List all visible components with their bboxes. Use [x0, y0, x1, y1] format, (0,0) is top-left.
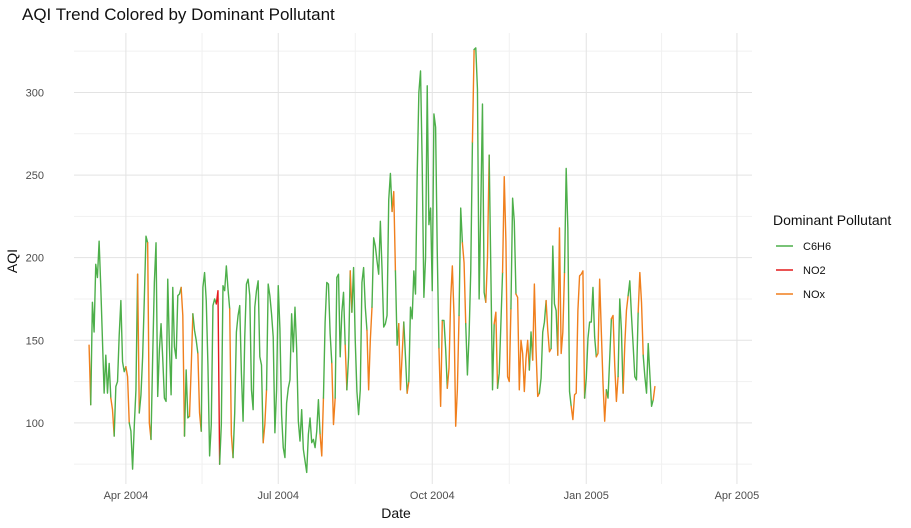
series-line-nox — [532, 283, 541, 398]
series-line-nox — [136, 273, 140, 414]
series-line-c6h6 — [627, 280, 639, 381]
series-line-no2 — [215, 290, 221, 465]
chart-title: AQI Trend Colored by Dominant Pollutant — [22, 5, 335, 24]
series-line-nox — [471, 48, 475, 143]
series-line-nox — [391, 190, 397, 272]
series-line-nox — [610, 314, 619, 403]
series-line-c6h6 — [403, 321, 408, 394]
series-line-nox — [652, 385, 656, 401]
series-line-c6h6 — [394, 270, 400, 346]
series-line-c6h6 — [458, 207, 464, 317]
x-axis-tick-labels: Apr 2004 Jul 2004 Oct 2004 Jan 2005 Apr 2005 — [104, 490, 760, 502]
series-line-c6h6 — [334, 273, 346, 399]
legend-title: Dominant Pollutant — [773, 212, 891, 228]
x-tick-label: Jul 2004 — [257, 490, 299, 502]
series-line-nox — [622, 294, 629, 394]
series-line-c6h6 — [351, 266, 368, 416]
series-line-c6h6 — [218, 265, 231, 465]
series-line-nox — [180, 286, 186, 437]
legend-items: C6H6 NO2 NOx — [776, 241, 831, 301]
series-line-c6h6 — [563, 167, 572, 408]
series-line-c6h6 — [90, 240, 112, 406]
series-line-nox — [438, 319, 443, 408]
series-line-c6h6 — [408, 70, 440, 383]
series-line-c6h6 — [583, 286, 598, 399]
series-line-nox — [228, 308, 234, 459]
series-line-c6h6 — [232, 278, 264, 459]
y-tick-label: 200 — [26, 253, 44, 265]
series-line-c6h6 — [113, 299, 127, 437]
series-line-nox — [595, 278, 608, 422]
series-line-nox — [366, 306, 373, 391]
series-line-nox — [637, 271, 644, 356]
series-line-nox — [146, 242, 152, 441]
series-line-nox — [501, 176, 512, 383]
series-line-c6h6 — [538, 299, 547, 394]
series-line-nox — [493, 311, 499, 389]
series-line-nox — [570, 270, 586, 421]
legend-label-c6h6: C6H6 — [803, 241, 831, 253]
series-line-c6h6 — [192, 313, 199, 355]
series-line-nox — [188, 313, 194, 417]
x-tick-label: Oct 2004 — [410, 490, 455, 502]
series-line-c6h6 — [528, 331, 534, 371]
legend-label-no2: NO2 — [803, 265, 826, 277]
series-line-nox — [319, 397, 325, 457]
series-line-nox — [406, 380, 410, 394]
y-tick-label: 150 — [26, 335, 44, 347]
series-line-c6h6 — [265, 283, 321, 474]
series-line-nox — [110, 397, 115, 437]
series-line-nox — [461, 242, 467, 325]
legend: Dominant Pollutant C6H6 NO2 NOx — [773, 212, 891, 301]
series-line-c6h6 — [496, 271, 504, 389]
series-line-c6h6 — [128, 273, 139, 470]
series-line-c6h6 — [183, 369, 191, 437]
series-line-c6h6 — [441, 319, 449, 389]
series-line-c6h6 — [510, 197, 517, 310]
y-tick-label: 300 — [26, 87, 44, 99]
grid-lines — [74, 33, 752, 484]
series-line-c6h6 — [617, 298, 624, 394]
y-axis-title: AQI — [4, 249, 20, 273]
x-tick-label: Apr 2005 — [715, 490, 760, 502]
series-line-nox — [262, 389, 268, 444]
series-line-nox — [446, 265, 460, 427]
series-line-c6h6 — [605, 318, 613, 399]
x-tick-label: Jan 2005 — [564, 490, 609, 502]
series-line-nox — [485, 154, 490, 303]
series-line-c6h6 — [488, 154, 495, 391]
series-line-c6h6 — [371, 172, 393, 328]
series-line-nox — [557, 227, 566, 356]
series-lines — [88, 47, 656, 474]
series-line-c6h6 — [465, 141, 474, 376]
series-line-nox — [515, 293, 531, 393]
series-line-c6h6 — [150, 242, 182, 441]
series-line-c6h6 — [200, 271, 218, 457]
series-line-nox — [125, 366, 130, 424]
series-line-nox — [331, 362, 336, 426]
legend-label-nox: NOx — [803, 289, 826, 301]
x-axis-title: Date — [381, 505, 411, 521]
y-tick-label: 100 — [26, 418, 44, 430]
series-line-c6h6 — [138, 235, 149, 414]
series-line-nox — [545, 299, 552, 353]
y-axis-tick-labels: 100 150 200 250 300 — [26, 87, 44, 429]
series-line-c6h6 — [473, 47, 487, 303]
x-tick-label: Apr 2004 — [104, 490, 149, 502]
series-line-c6h6 — [550, 245, 559, 356]
y-tick-label: 250 — [26, 170, 44, 182]
series-line-nox — [398, 321, 405, 391]
series-line-c6h6 — [642, 342, 654, 408]
series-line-c6h6 — [346, 270, 351, 391]
series-line-c6h6 — [322, 281, 333, 399]
